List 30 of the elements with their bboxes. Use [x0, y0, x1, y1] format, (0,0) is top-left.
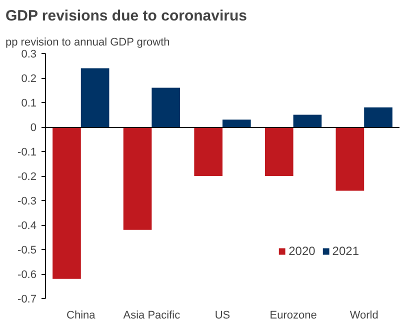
bar [364, 107, 392, 127]
y-tick-label: 0.1 [21, 98, 37, 110]
bar [222, 120, 251, 127]
x-tick-label: World [350, 310, 378, 322]
x-tick-label: Asia Pacific [123, 310, 181, 322]
legend-label: 2021 [332, 244, 359, 258]
y-tick-label: -0.6 [18, 269, 37, 281]
bar [293, 114, 322, 127]
y-tick-label: -0.4 [18, 220, 37, 232]
y-tick-label: 0.2 [21, 73, 37, 85]
y-tick-label: 0 [30, 122, 37, 134]
bar [152, 88, 180, 127]
y-tick-label: -0.7 [18, 294, 37, 306]
bar [194, 127, 222, 176]
y-tick-label: -0.5 [18, 244, 37, 256]
y-tick-label: -0.1 [18, 146, 37, 158]
legend-label: 2020 [288, 244, 316, 258]
chart-title: GDP revisions due to coronavirus [6, 8, 247, 24]
x-tick-label: US [214, 310, 230, 322]
bar [80, 68, 110, 127]
x-tick-label: China [66, 310, 96, 322]
bar [336, 127, 364, 191]
bar [52, 127, 81, 279]
x-tick-label: Eurozone [270, 310, 317, 322]
y-tick-label: 0.3 [21, 48, 37, 60]
y-tick-label: -0.3 [18, 196, 37, 208]
y-tick-label: -0.2 [18, 171, 37, 183]
y-axis-title: pp revision to annual GDP growth [6, 36, 170, 48]
bar [264, 127, 294, 176]
bar [123, 127, 152, 230]
